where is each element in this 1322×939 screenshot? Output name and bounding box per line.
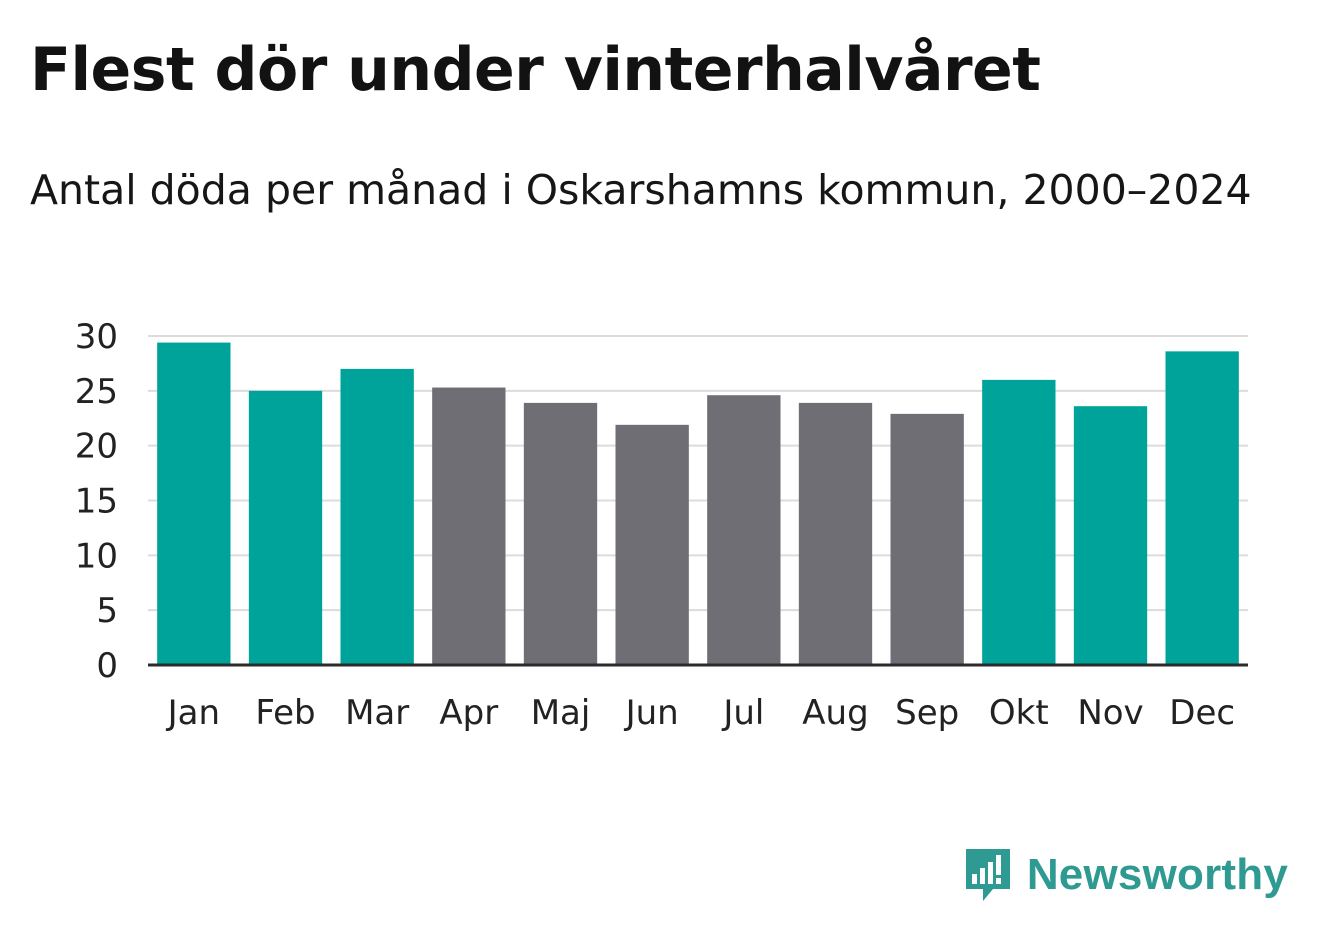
y-tick-label: 15 bbox=[75, 482, 118, 522]
x-tick-label: Sep bbox=[895, 693, 959, 733]
x-tick-label: Feb bbox=[255, 693, 315, 733]
x-tick-label: Aug bbox=[802, 693, 868, 733]
x-tick-label: Apr bbox=[439, 693, 498, 733]
bar-sep bbox=[890, 413, 964, 665]
chart-title: Flest dör under vinterhalvåret bbox=[30, 35, 1041, 105]
y-tick-label: 10 bbox=[75, 536, 118, 576]
bar-feb bbox=[248, 390, 323, 665]
y-tick-label: 20 bbox=[75, 427, 118, 467]
x-tick-label: Jul bbox=[721, 693, 764, 733]
bar-mar bbox=[340, 368, 414, 665]
x-tick-label: Maj bbox=[531, 693, 591, 733]
bar-nov bbox=[1073, 406, 1148, 665]
bar-okt bbox=[982, 379, 1056, 665]
x-tick-label: Nov bbox=[1077, 693, 1143, 733]
chart-subtitle: Antal döda per månad i Oskarshamns kommu… bbox=[30, 166, 1252, 214]
bar-chart: 0 5 10 15 20 25 30 Jan Feb Mar Apr Maj Jun Jul Aug Sep O… bbox=[75, 317, 1248, 733]
x-tick-label: Dec bbox=[1169, 693, 1235, 733]
bar-apr bbox=[432, 387, 506, 665]
bar-jul bbox=[707, 395, 781, 665]
x-tick-label: Mar bbox=[345, 693, 409, 733]
x-tick-label: Okt bbox=[989, 693, 1049, 733]
speech-bubble-bar-chart-icon bbox=[965, 849, 1010, 901]
bar-dec bbox=[1165, 351, 1239, 665]
x-tick-label: Jun bbox=[624, 693, 679, 733]
y-tick-label: 0 bbox=[96, 646, 118, 686]
brand-name: Newsworthy bbox=[1026, 850, 1288, 899]
bar-aug bbox=[798, 402, 873, 665]
y-tick-label: 30 bbox=[75, 317, 118, 357]
bar-jan bbox=[157, 342, 231, 665]
x-tick-label: Jan bbox=[166, 693, 220, 733]
bar-jun bbox=[615, 424, 689, 665]
y-tick-label: 25 bbox=[75, 372, 118, 412]
y-tick-label: 5 bbox=[96, 591, 118, 631]
newsworthy-logo: Newsworthy bbox=[963, 845, 1288, 905]
bar-maj bbox=[523, 402, 598, 665]
